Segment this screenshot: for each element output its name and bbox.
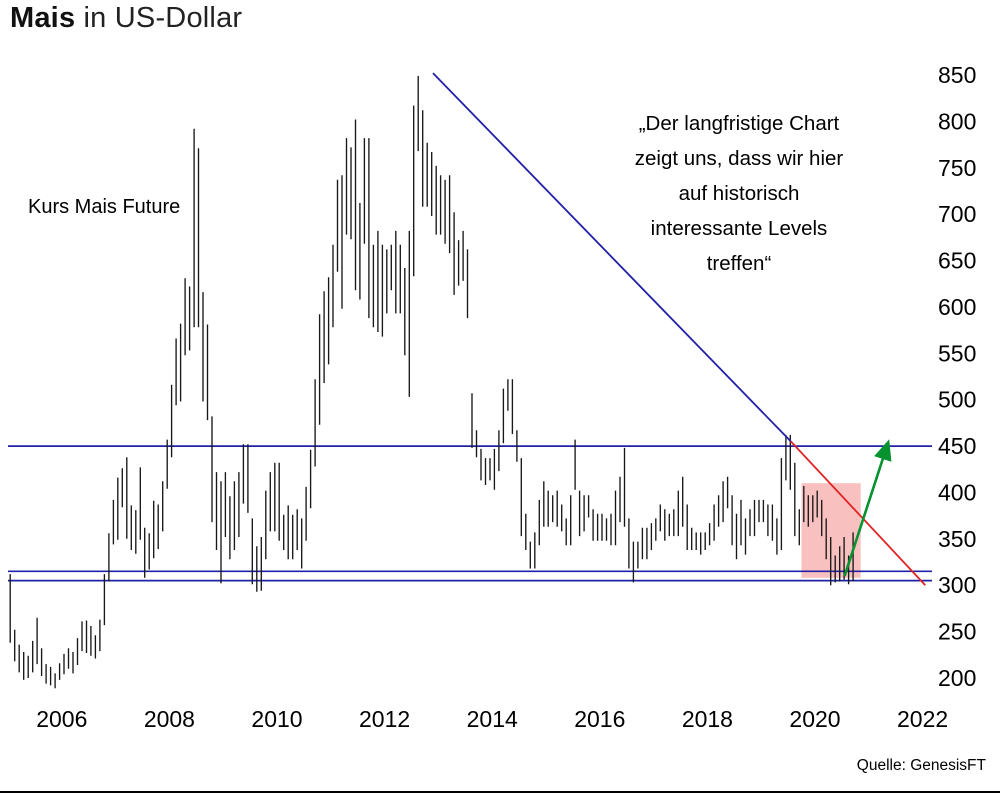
y-tick-label: 350 <box>938 526 976 552</box>
breakout-arrow <box>843 439 892 577</box>
y-tick-label: 600 <box>938 294 976 320</box>
y-tick-label: 650 <box>938 248 976 274</box>
x-tick-label: 2020 <box>789 706 840 732</box>
x-tick-label: 2008 <box>144 706 195 732</box>
y-tick-label: 550 <box>938 340 976 366</box>
page-title: Mais in US-Dollar <box>10 2 242 35</box>
y-tick-label: 200 <box>938 665 976 691</box>
title-instrument: Mais <box>10 2 76 34</box>
y-tick-label: 750 <box>938 155 976 181</box>
quote-line: zeigt uns, dass wir hier <box>634 147 844 170</box>
quote-line: treffen“ <box>706 252 772 275</box>
y-tick-label: 250 <box>938 619 976 645</box>
quote-text: „Der langfristige Chart zeigt uns, dass w… <box>580 106 898 281</box>
quote-line: interessante Levels <box>650 217 828 240</box>
price-bars <box>9 75 854 689</box>
downtrend-line-blue <box>432 72 792 443</box>
x-tick-label: 2006 <box>36 706 87 732</box>
y-tick-label: 500 <box>938 387 976 413</box>
y-tick-label: 450 <box>938 433 976 459</box>
x-tick-label: 2010 <box>251 706 302 732</box>
y-tick-label: 400 <box>938 480 976 506</box>
x-tick-label: 2012 <box>359 706 410 732</box>
x-tick-label: 2016 <box>574 706 625 732</box>
series-label: Kurs Mais Future <box>28 196 181 218</box>
y-tick-label: 850 <box>938 62 976 88</box>
quote-line: „Der langfristige Chart <box>638 112 840 135</box>
quote-line: auf historisch <box>678 182 800 205</box>
source-credit: Quelle: GenesisFT <box>856 757 986 774</box>
y-tick-label: 300 <box>938 572 976 598</box>
title-currency: in US-Dollar <box>75 2 243 34</box>
x-tick-label: 2014 <box>467 706 518 732</box>
downtrend-extension-red <box>790 440 926 586</box>
x-tick-label: 2022 <box>897 706 948 732</box>
bottom-divider <box>0 791 1000 793</box>
y-tick-label: 700 <box>938 201 976 227</box>
y-tick-label: 800 <box>938 108 976 134</box>
x-tick-label: 2018 <box>682 706 733 732</box>
